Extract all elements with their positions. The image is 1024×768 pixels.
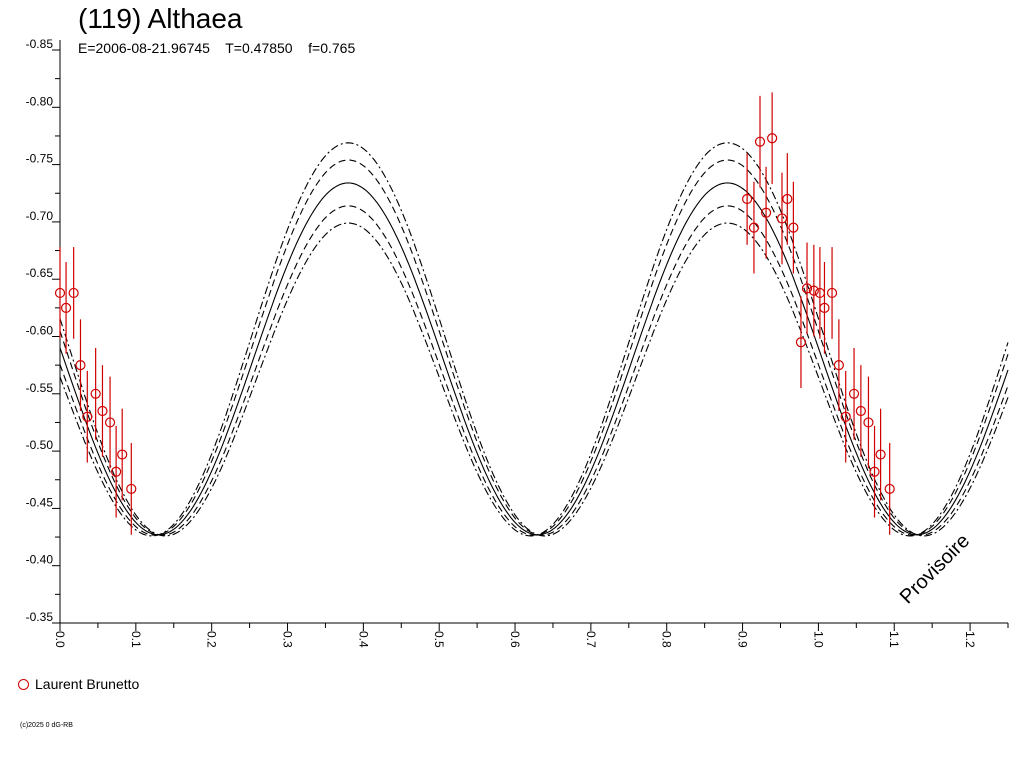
y-tick-label: -0.50 [26,438,54,452]
y-tick-label: -0.55 [26,381,54,395]
data-points [54,92,895,535]
data-point [788,222,799,233]
data-point [848,388,860,399]
fit-curves [59,142,1009,537]
data-point [819,302,830,313]
copyright-note: (c)2025 0 dG-RB [20,722,73,729]
data-point [782,193,793,205]
data-point [90,388,101,399]
data-point [742,193,753,205]
data-point [117,449,128,460]
data-point [855,405,866,417]
data-point [111,466,122,477]
data-point [826,287,838,299]
x-tick-label: 0.3 [281,631,295,648]
x-tick-label: 0.7 [584,631,598,648]
data-point [884,483,895,495]
chart-title: (119) Althaea [78,3,243,34]
y-tick-label: -0.45 [26,495,54,509]
fit-curve-dashdot [59,142,1009,537]
legend-marker-icon [18,678,29,690]
y-tick-label: -0.60 [26,324,54,338]
data-point [869,466,880,477]
data-point [808,285,819,296]
data-point [840,411,851,422]
fit-curve-dashdot [59,142,1009,537]
data-point [68,287,79,299]
fit-curve-dashed [59,159,1009,536]
data-point [75,360,86,371]
data-point [82,411,93,422]
data-point [801,283,813,294]
x-axis-ticks: 0.0 0.1 0.2 0.3 0.4 0.5 0.6 0.7 0.8 0.9 1.0 1.1 1.2 [53,623,1009,648]
x-tick-label: 0.9 [736,631,750,648]
data-point [767,133,778,144]
data-point [875,449,886,460]
y-tick-label: -0.65 [26,266,54,280]
x-tick-label: 0.6 [508,631,522,648]
y-tick-label: -0.35 [26,610,54,624]
data-point [748,222,760,233]
data-point [60,302,72,313]
x-tick-label: 0.8 [660,631,674,648]
y-tick-label: -0.70 [26,209,54,223]
data-point [97,405,108,417]
data-point [795,337,807,348]
x-tick-label: 0.4 [356,631,370,648]
y-tick-label: -0.40 [26,553,54,567]
fit-curve-dashed [59,159,1009,536]
x-tick-label: 1.2 [963,631,977,648]
chart-subtitle: E=2006-08-21.96745 T=0.47850 f=0.765 [78,40,356,56]
x-tick-label: 0.0 [53,631,67,648]
x-tick-label: 0.2 [205,631,219,648]
data-point [776,213,788,224]
data-point [833,360,844,371]
data-point [126,483,137,495]
x-tick-label: 1.1 [887,631,901,648]
legend-label: Laurent Brunetto [35,676,140,692]
data-point [760,207,772,218]
y-tick-label: -0.80 [26,94,54,108]
data-point [863,417,874,428]
x-tick-label: 0.5 [432,631,446,648]
y-tick-label: -0.85 [26,37,54,51]
data-point [754,136,766,147]
legend: Laurent Brunetto [18,676,139,692]
y-tick-label: -0.75 [26,152,54,166]
data-point [104,417,116,428]
x-tick-label: 1.0 [811,631,825,648]
y-axis-ticks: -0.85 -0.80 -0.75 -0.70 -0.65 -0.60 -0.55 -0.50… [26,37,60,624]
data-point [54,287,66,299]
x-tick-label: 0.1 [129,631,143,648]
fit-curve-solid [59,182,1009,536]
